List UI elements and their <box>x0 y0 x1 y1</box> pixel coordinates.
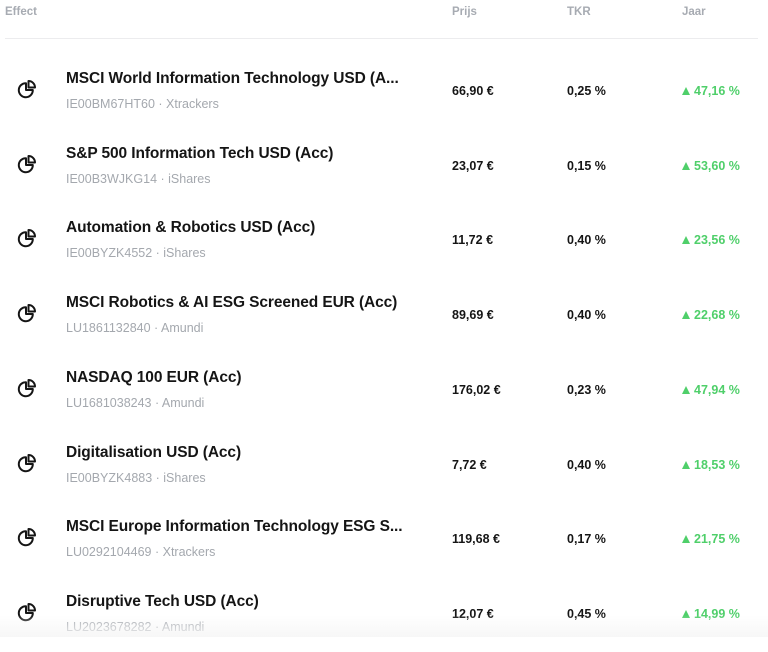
fund-price: 11,72 € <box>452 233 494 248</box>
column-header-tkr[interactable]: TKR <box>567 6 591 18</box>
fund-name: MSCI Europe Information Technology ESG S… <box>66 518 403 536</box>
fund-year-return-value: 22,68 % <box>694 308 740 323</box>
fund-price: 12,07 € <box>452 606 494 621</box>
arrow-up-icon <box>682 311 690 320</box>
fund-year-return-value: 18,53 % <box>694 457 740 472</box>
column-header-effect[interactable]: Effect <box>5 6 37 18</box>
fund-name: MSCI Robotics & AI ESG Screened EUR (Acc… <box>66 294 398 312</box>
fund-price: 89,69 € <box>452 308 494 323</box>
header-divider <box>5 38 758 39</box>
fund-year-return-value: 14,99 % <box>694 606 740 621</box>
pie-chart-icon <box>16 526 38 548</box>
fund-tkr: 0,40 % <box>567 457 606 472</box>
fund-isin-issuer: IE00BYZK4883 · iShares <box>66 470 206 485</box>
fund-year-return: 53,60 % <box>682 159 740 173</box>
pie-chart-icon <box>16 601 38 623</box>
fund-row[interactable]: Disruptive Tech USD (Acc) LU2023678282 ·… <box>0 577 768 652</box>
pie-chart-icon <box>16 377 38 399</box>
fund-isin-issuer: IE00BYZK4552 · iShares <box>66 246 206 261</box>
arrow-up-icon <box>682 87 690 95</box>
fund-year-return: 47,94 % <box>682 383 740 397</box>
fund-year-return-value: 47,94 % <box>694 382 740 397</box>
fund-tkr: 0,23 % <box>567 382 606 397</box>
fund-isin-issuer: LU1861132840 · Amundi <box>66 321 204 336</box>
fund-name: S&P 500 Information Tech USD (Acc) <box>66 144 334 162</box>
arrow-up-icon <box>682 161 690 170</box>
fund-row[interactable]: MSCI Robotics & AI ESG Screened EUR (Acc… <box>0 278 768 353</box>
fund-isin-issuer: IE00BM67HT60 · Xtrackers <box>66 97 219 111</box>
fund-tkr: 0,25 % <box>567 84 606 98</box>
pie-chart-icon <box>16 78 38 100</box>
fund-tkr: 0,17 % <box>567 532 606 547</box>
fund-name: Disruptive Tech USD (Acc) <box>66 592 259 610</box>
arrow-up-icon <box>682 609 690 618</box>
fund-isin-issuer: LU1681038243 · Amundi <box>66 395 205 410</box>
fund-tkr: 0,45 % <box>567 606 606 621</box>
arrow-up-icon <box>682 460 690 469</box>
fund-price: 66,90 € <box>452 84 494 98</box>
column-header-prijs[interactable]: Prijs <box>452 6 477 18</box>
fund-price: 23,07 € <box>452 158 494 173</box>
fund-row[interactable]: Automation & Robotics USD (Acc) IE00BYZK… <box>0 203 768 278</box>
arrow-up-icon <box>682 385 690 394</box>
fund-year-return-value: 47,16 % <box>694 84 740 98</box>
fund-price: 176,02 € <box>452 382 501 397</box>
column-header-jaar[interactable]: Jaar <box>682 6 706 18</box>
fund-year-return: 22,68 % <box>682 308 740 322</box>
fund-year-return-value: 21,75 % <box>694 532 740 547</box>
pie-chart-icon <box>16 452 38 474</box>
fund-name: Digitalisation USD (Acc) <box>66 443 242 461</box>
fund-year-return: 14,99 % <box>682 607 740 621</box>
fund-isin-issuer: LU0292104469 · Xtrackers <box>66 545 216 560</box>
fund-tkr: 0,40 % <box>567 233 606 248</box>
fund-row[interactable]: Digitalisation USD (Acc) IE00BYZK4883 · … <box>0 428 768 503</box>
fund-price: 7,72 € <box>452 457 487 472</box>
fund-row[interactable]: MSCI World Information Technology USD (A… <box>0 54 768 129</box>
table-header: Effect Prijs TKR Jaar <box>0 0 768 38</box>
fund-tkr: 0,15 % <box>567 158 606 173</box>
fund-tkr: 0,40 % <box>567 308 606 323</box>
pie-chart-icon <box>16 153 38 175</box>
pie-chart-icon <box>16 302 38 324</box>
fund-year-return: 18,53 % <box>682 458 740 472</box>
arrow-up-icon <box>682 236 690 245</box>
fund-year-return-value: 53,60 % <box>694 158 740 173</box>
fund-year-return-value: 23,56 % <box>694 233 740 248</box>
fund-isin-issuer: LU2023678282 · Amundi <box>66 619 205 634</box>
fund-row[interactable]: MSCI Europe Information Technology ESG S… <box>0 502 768 577</box>
fund-year-return: 47,16 % <box>682 84 740 98</box>
pie-chart-icon <box>16 227 38 249</box>
fund-price: 119,68 € <box>452 532 500 547</box>
fund-name: NASDAQ 100 EUR (Acc) <box>66 368 242 386</box>
fund-name: MSCI World Information Technology USD (A… <box>66 70 399 87</box>
arrow-up-icon <box>682 535 690 544</box>
fund-isin-issuer: IE00B3WJKG14 · iShares <box>66 171 211 186</box>
fund-year-return: 23,56 % <box>682 233 740 247</box>
fund-year-return: 21,75 % <box>682 532 740 546</box>
fund-name: Automation & Robotics USD (Acc) <box>66 219 316 237</box>
fund-row[interactable]: NASDAQ 100 EUR (Acc) LU1681038243 · Amun… <box>0 353 768 428</box>
fund-row[interactable]: S&P 500 Information Tech USD (Acc) IE00B… <box>0 129 768 204</box>
